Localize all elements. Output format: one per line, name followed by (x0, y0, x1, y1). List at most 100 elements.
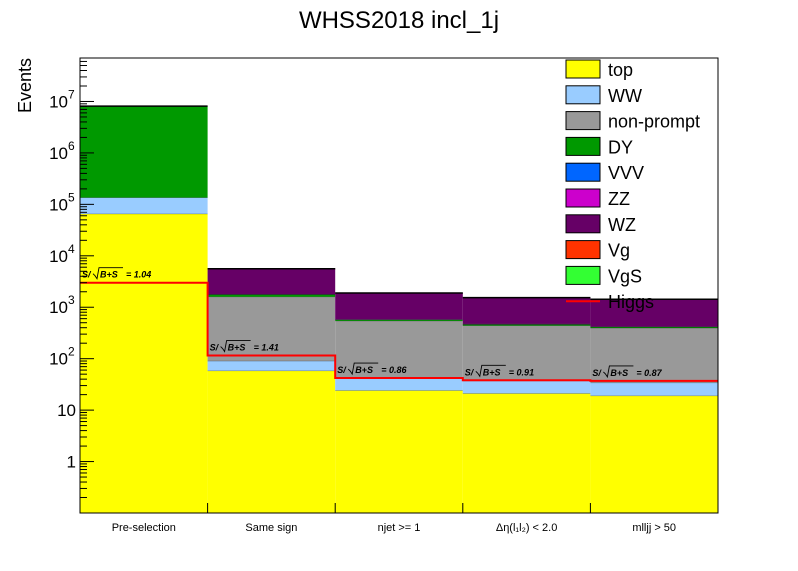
legend-label-vvv: VVV (608, 163, 644, 183)
bar-wz-2 (335, 293, 463, 320)
bar-ww-3 (462, 380, 591, 394)
significance-label-4: S/B+S = 0.87 (592, 365, 663, 379)
significance-label-3: S/B+S = 0.91 (465, 364, 534, 378)
legend-entry-non-prompt: non-prompt (565, 111, 700, 132)
y-tick-base: 10 (49, 195, 68, 214)
y-tick-base: 10 (49, 144, 68, 163)
y-tick-base: 10 (57, 401, 76, 420)
significance-radicand: B+S (228, 343, 246, 353)
bar-top-4 (590, 395, 718, 513)
legend: top WW non-prompt DY VVV ZZ WZ Vg VgS Higgs (565, 59, 700, 312)
bar-ww-2 (335, 378, 463, 391)
significance-value: = 0.91 (509, 367, 534, 377)
significance-radicand: B+S (483, 367, 501, 377)
legend-swatch-wz (565, 214, 601, 234)
y-tick-exponent: 7 (68, 87, 75, 101)
y-tick-label: 10 2 (49, 345, 75, 369)
significance-prefix: S/ (592, 368, 602, 378)
significance-label-0: S/B+S = 1.04 (82, 267, 151, 280)
significance-prefix: S/ (82, 270, 92, 280)
legend-swatch-ww (565, 85, 601, 105)
bar-ww-4 (590, 382, 718, 396)
legend-label-vgs: VgS (608, 266, 642, 286)
significance-value: = 1.04 (126, 270, 151, 280)
legend-label-non-prompt: non-prompt (608, 112, 700, 132)
y-tick-exponent: 3 (68, 293, 75, 307)
legend-label-top: top (608, 60, 633, 80)
legend-entry-dy: DY (565, 136, 633, 157)
bar-dy-0 (80, 106, 208, 198)
legend-entry-ww: WW (565, 85, 642, 106)
significance-radicand: B+S (100, 270, 118, 280)
legend-entry-zz: ZZ (565, 188, 630, 209)
bar-non-prompt-4 (590, 328, 718, 383)
significance-value: = 1.41 (254, 343, 279, 353)
legend-label-wz: WZ (608, 215, 636, 235)
legend-label-zz: ZZ (608, 189, 630, 209)
bar-wz-1 (207, 268, 336, 295)
significance-prefix: S/ (337, 365, 347, 375)
significance-value: = 0.87 (636, 368, 662, 378)
bar-top-1 (207, 370, 336, 513)
sqrt-icon (347, 362, 379, 376)
plot-frame (79, 57, 719, 514)
bar-non-prompt-2 (335, 320, 463, 379)
bar-top-0 (80, 213, 208, 513)
y-tick-base: 10 (49, 350, 68, 369)
signal-higgs-line (80, 281, 718, 382)
y-tick-label: 1 (67, 453, 76, 472)
legend-swatch-dy (565, 136, 601, 156)
legend-label-dy: DY (608, 137, 633, 157)
y-tick-base: 10 (49, 298, 68, 317)
bar-non-prompt-3 (462, 325, 591, 381)
bar-top-2 (335, 390, 463, 513)
legend-swatch-non-prompt (565, 111, 601, 131)
x-tick-label-3: Δη(l₁l₂) < 2.0 (496, 522, 558, 534)
y-tick-exponent: 4 (68, 242, 75, 256)
significance-prefix: S/ (465, 367, 475, 377)
y-tick-exponent: 6 (68, 139, 75, 153)
bar-ww-1 (207, 361, 336, 371)
legend-entry-top: top (565, 59, 633, 80)
legend-entry-wz: WZ (565, 214, 636, 235)
sqrt-icon (603, 365, 634, 379)
y-tick-base: 1 (67, 453, 76, 472)
legend-label-higgs: Higgs (608, 292, 654, 312)
legend-entry-higgs: Higgs (566, 292, 654, 312)
significance-prefix: S/ (210, 343, 220, 353)
chart-title: WHSS2018 incl_1j (299, 7, 499, 34)
sqrt-icon (92, 267, 123, 280)
x-tick-label-0: Pre-selection (112, 522, 176, 534)
legend-swatch-vg (565, 240, 601, 260)
x-tick-label-4: mlljj > 50 (632, 522, 676, 534)
bar-wz-4 (590, 299, 718, 327)
significance-value: = 0.86 (381, 365, 407, 375)
x-tick-label-1: Same sign (245, 522, 297, 534)
y-tick-label: 10 5 (49, 190, 75, 214)
legend-swatch-top (565, 59, 601, 79)
y-axis-label: Events (15, 58, 35, 113)
y-tick-exponent: 5 (68, 190, 75, 204)
significance-radicand: B+S (355, 365, 373, 375)
x-tick-label-2: njet >= 1 (378, 522, 421, 534)
y-tick-label: 10 6 (49, 139, 75, 163)
y-tick-base: 10 (49, 247, 68, 266)
plot-area (80, 58, 718, 513)
legend-entry-vg: Vg (565, 240, 630, 261)
bar-dy-1 (207, 294, 336, 297)
legend-swatch-vgs (565, 265, 601, 285)
significance-label-1: S/B+S = 1.41 (210, 340, 279, 353)
bar-dy-2 (335, 319, 463, 321)
y-tick-label: 10 3 (49, 293, 75, 317)
legend-label-vg: Vg (608, 241, 630, 261)
y-tick-label: 10 7 (49, 87, 75, 111)
significance-radicand: B+S (610, 368, 628, 378)
bar-ww-0 (80, 197, 208, 214)
bar-top-3 (462, 393, 591, 513)
legend-label-ww: WW (608, 86, 642, 106)
y-tick-base: 10 (49, 92, 68, 111)
sqrt-icon (475, 364, 506, 378)
sqrt-icon (220, 340, 251, 353)
